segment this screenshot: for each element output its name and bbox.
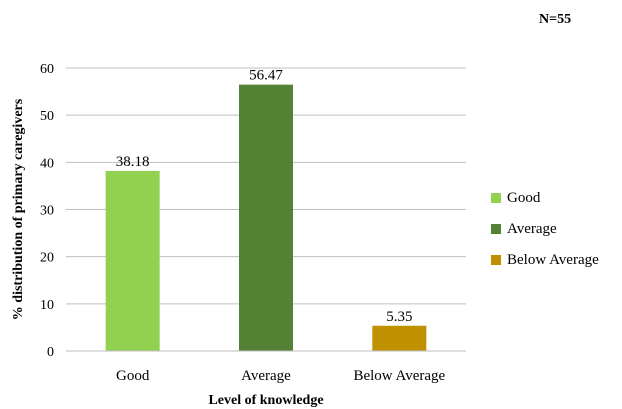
y-tick-label: 10 [40, 298, 54, 313]
data-label-average: 56.47 [249, 68, 283, 84]
legend: Good Average Below Average [491, 190, 599, 283]
legend-item-average: Average [491, 221, 599, 237]
data-label-below-average: 5.35 [386, 309, 412, 325]
x-tick-label-average: Average [241, 368, 291, 384]
x-tick-label-good: Good [116, 368, 150, 384]
legend-item-below-average: Below Average [491, 252, 599, 268]
bar-average [239, 84, 293, 351]
y-tick-label: 60 [40, 62, 54, 77]
bars [105, 84, 427, 351]
data-labels: 38.18 56.47 5.35 [116, 68, 413, 325]
legend-label-good: Good [507, 189, 541, 206]
x-axis-label: Level of knowledge [208, 393, 323, 408]
y-tick-label: 20 [40, 251, 54, 266]
legend-swatch-good [491, 193, 501, 203]
y-tick-label: 0 [47, 345, 54, 360]
legend-swatch-below-average [491, 255, 501, 265]
y-tick-label: 30 [40, 204, 54, 219]
bar-good [105, 170, 160, 351]
sample-size-note: N=55 [539, 12, 572, 27]
y-axis-label: % distribution of primary caregivers [11, 98, 26, 320]
legend-label-below-average: Below Average [507, 251, 599, 268]
y-tick-label: 40 [40, 156, 54, 171]
y-tick-label: 50 [40, 109, 54, 124]
legend-item-good: Good [491, 190, 599, 206]
legend-swatch-average [491, 224, 501, 234]
data-label-good: 38.18 [116, 154, 150, 170]
x-axis-ticks: Good Average Below Average [116, 368, 446, 384]
bar-below-average [372, 325, 427, 351]
legend-label-average: Average [507, 220, 557, 237]
x-tick-label-below-average: Below Average [353, 368, 445, 384]
y-axis-ticks: 0 10 20 30 40 50 60 [40, 62, 54, 360]
